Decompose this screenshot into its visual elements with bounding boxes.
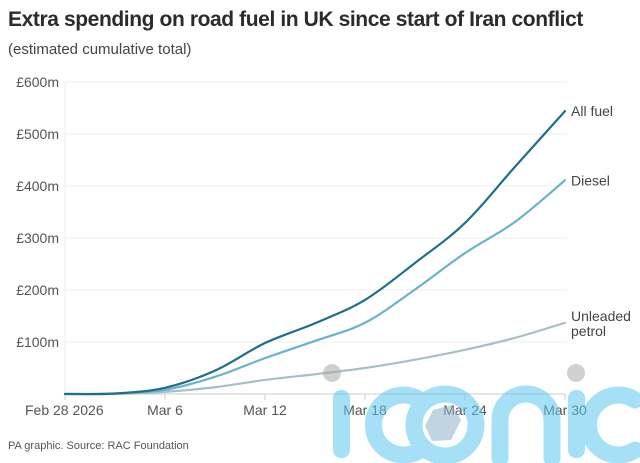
watermark-hexagon bbox=[425, 405, 461, 441]
gridlines bbox=[64, 81, 567, 394]
watermark-c1 bbox=[364, 386, 429, 463]
x-tick-label: Mar 6 bbox=[147, 402, 183, 418]
y-tick-label: £200m bbox=[16, 282, 59, 298]
series-labels: Unleaded petrol Diesel All fuel bbox=[571, 103, 631, 339]
watermark-n bbox=[491, 385, 561, 463]
y-axis-ticks: £100m £200m £300m £400m £500m £600m bbox=[16, 74, 59, 350]
series-line-diesel bbox=[63, 179, 567, 396]
y-tick-label: £400m bbox=[16, 178, 59, 194]
series-line-all-fuel bbox=[63, 110, 567, 396]
watermark-c2 bbox=[579, 386, 640, 463]
series-line-unleaded-petrol bbox=[63, 321, 567, 396]
y-tick-label: £600m bbox=[16, 74, 59, 90]
series-label: Unleaded petrol bbox=[571, 308, 631, 339]
x-tick-label: Feb 28 2026 bbox=[25, 402, 104, 418]
source-note: PA graphic. Source: RAC Foundation bbox=[8, 440, 189, 452]
y-tick-label: £100m bbox=[16, 334, 59, 350]
watermark-i1-dot bbox=[323, 364, 341, 382]
iconic-watermark bbox=[323, 364, 640, 463]
x-tick-label: Mar 12 bbox=[243, 402, 287, 418]
y-tick-label: £500m bbox=[16, 126, 59, 142]
series-label: All fuel bbox=[571, 103, 613, 119]
series-label-line: Unleaded bbox=[571, 308, 631, 324]
watermark-i2-stem bbox=[568, 390, 585, 458]
series-label: Diesel bbox=[571, 172, 610, 188]
watermark-i2-dot bbox=[567, 364, 585, 382]
series-lines bbox=[63, 110, 567, 396]
watermark-o bbox=[405, 385, 485, 463]
watermark-i1-stem bbox=[333, 390, 350, 458]
chart-title: Extra spending on road fuel in UK since … bbox=[8, 8, 583, 31]
series-label-line: All fuel bbox=[571, 103, 613, 119]
chart-subtitle: (estimated cumulative total) bbox=[8, 41, 192, 58]
series-label-line: Diesel bbox=[571, 172, 610, 188]
series-label-line: petrol bbox=[571, 323, 606, 339]
y-tick-label: £300m bbox=[16, 230, 59, 246]
